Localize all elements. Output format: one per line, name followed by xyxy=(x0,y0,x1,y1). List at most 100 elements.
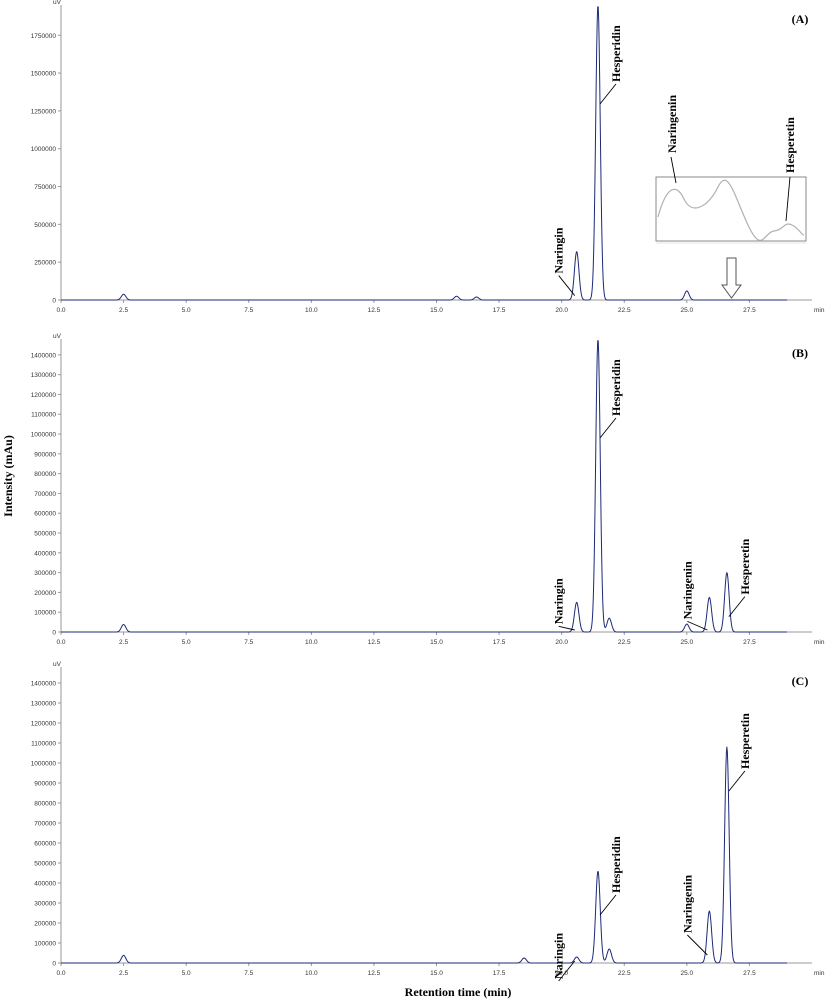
panels-group: uVmin02500005000007500001000000125000015… xyxy=(31,0,825,982)
x-tick-label: 17.5 xyxy=(493,639,506,646)
y-tick-label: 1250000 xyxy=(31,108,57,115)
y-tick-label: 1100000 xyxy=(31,412,56,419)
y-tick-label: 250000 xyxy=(34,260,56,267)
y-tick-label: 1100000 xyxy=(31,741,56,748)
y-tick-label: 1300000 xyxy=(31,701,57,708)
x-tick-label: 15.0 xyxy=(430,307,443,314)
panel-label: (A) xyxy=(792,12,809,26)
x-tick-label: 12.5 xyxy=(368,307,381,314)
peak-label-hesperidin: Hesperidin xyxy=(609,25,623,82)
x-tick-label: 17.5 xyxy=(493,970,506,977)
x-unit-label: min xyxy=(814,639,825,646)
x-tick-label: 0.0 xyxy=(56,307,65,314)
zoom-arrow-icon xyxy=(721,257,742,299)
x-tick-label: 7.5 xyxy=(244,639,253,646)
peak-arrow xyxy=(728,770,746,792)
x-tick-label: 20.0 xyxy=(555,639,568,646)
y-tick-label: 0 xyxy=(52,630,56,637)
x-tick-label: 12.5 xyxy=(368,639,381,646)
inset-arrow xyxy=(785,176,791,222)
inset-zoom: Naringenin Hesperetin xyxy=(655,95,807,299)
y-tick-label: 1000000 xyxy=(31,432,57,439)
y-tick-label: 1400000 xyxy=(31,681,57,688)
panel-label: (B) xyxy=(792,346,808,360)
peak-arrow xyxy=(728,596,746,617)
x-tick-label: 2.5 xyxy=(119,307,128,314)
peak-label-naringin: Naringin xyxy=(552,933,566,979)
panel-label: (C) xyxy=(792,674,809,688)
peak-label-naringin: Naringin xyxy=(552,227,566,273)
y-tick-label: 200000 xyxy=(34,921,56,928)
y-tick-label: 1000000 xyxy=(31,146,57,153)
x-unit-label: min xyxy=(814,970,825,977)
x-tick-label: 12.5 xyxy=(368,970,381,977)
y-tick-label: 1500000 xyxy=(31,71,57,78)
y-tick-label: 1750000 xyxy=(31,33,57,40)
x-tick-label: 5.0 xyxy=(182,970,191,977)
x-tick-label: 7.5 xyxy=(244,970,253,977)
y-tick-label: 200000 xyxy=(34,590,56,597)
x-tick-label: 10.0 xyxy=(305,970,318,977)
y-axis-title: Intensity (mAu) xyxy=(1,435,15,517)
x-tick-label: 10.0 xyxy=(305,307,318,314)
x-tick-label: 25.0 xyxy=(681,639,694,646)
peak-label-naringenin: Naringenin xyxy=(680,875,694,933)
y-tick-label: 700000 xyxy=(34,821,56,828)
x-tick-label: 0.0 xyxy=(56,970,65,977)
x-tick-label: 2.5 xyxy=(119,970,128,977)
y-tick-label: 750000 xyxy=(34,184,56,191)
x-tick-label: 15.0 xyxy=(430,639,443,646)
peak-label-hesperetin: Hesperetin xyxy=(738,539,752,595)
chart-panel-1: uV min 0 250000 500000 750000 1000000 1250000 15… xyxy=(31,0,825,314)
x-tick-label: 7.5 xyxy=(244,307,253,314)
peak-arrow xyxy=(558,960,576,982)
x-tick-label: 17.5 xyxy=(493,307,506,314)
peak-label-naringin: Naringin xyxy=(552,578,566,624)
peak-label-hesperidin: Hesperidin xyxy=(609,359,623,416)
y-tick-label: 0 xyxy=(52,961,56,968)
x-tick-label: 27.5 xyxy=(743,970,756,977)
x-tick-label: 22.5 xyxy=(618,970,631,977)
peak-label-naringenin: Naringenin xyxy=(680,561,694,619)
y-tick-label: 1200000 xyxy=(31,721,57,728)
y-tick-label: 500000 xyxy=(34,531,56,538)
y-tick-label: 900000 xyxy=(34,451,56,458)
y-tick-label: 0 xyxy=(52,298,56,305)
x-axis-title: Retention time (min) xyxy=(405,985,512,999)
inset-label-naringenin: Naringenin xyxy=(665,95,679,153)
y-tick-label: 100000 xyxy=(34,610,56,617)
y-unit-label: uV xyxy=(53,661,62,668)
chromatogram-trace xyxy=(61,340,787,633)
y-tick-label: 400000 xyxy=(34,550,56,557)
y-tick-label: 1200000 xyxy=(31,392,57,399)
x-tick-label: 27.5 xyxy=(743,307,756,314)
y-tick-label: 500000 xyxy=(34,222,56,229)
peak-arrow xyxy=(599,417,617,439)
y-tick-label: 600000 xyxy=(34,841,56,848)
x-unit-label: min xyxy=(814,307,825,314)
peak-arrow xyxy=(599,894,617,916)
x-tick-label: 27.5 xyxy=(743,639,756,646)
x-tick-label: 22.5 xyxy=(618,307,631,314)
y-tick-label: 800000 xyxy=(34,471,56,478)
y-tick-label: 1400000 xyxy=(31,352,57,359)
y-tick-label: 300000 xyxy=(34,570,56,577)
x-tick-label: 10.0 xyxy=(305,639,318,646)
y-tick-label: 300000 xyxy=(34,901,56,908)
peak-arrow xyxy=(558,625,575,631)
peak-arrow xyxy=(558,275,576,296)
y-unit-label: uV xyxy=(53,333,62,340)
x-tick-label: 2.5 xyxy=(119,639,128,646)
inset-trace xyxy=(657,179,805,241)
peak-arrow xyxy=(599,83,617,105)
y-tick-label: 700000 xyxy=(34,491,56,498)
x-tick-label: 20.0 xyxy=(555,970,568,977)
x-tick-label: 5.0 xyxy=(182,639,191,646)
y-tick-label: 100000 xyxy=(34,941,56,948)
chart-panel-2: uV min 0 100000 200000 300000 400000 500000 6000… xyxy=(31,333,825,646)
inset-label-hesperetin: Hesperetin xyxy=(783,117,797,173)
y-tick-label: 900000 xyxy=(34,781,56,788)
y-tick-label: 1000000 xyxy=(31,761,57,768)
y-tick-label: 600000 xyxy=(34,511,56,518)
chromatogram-trace xyxy=(61,746,787,964)
